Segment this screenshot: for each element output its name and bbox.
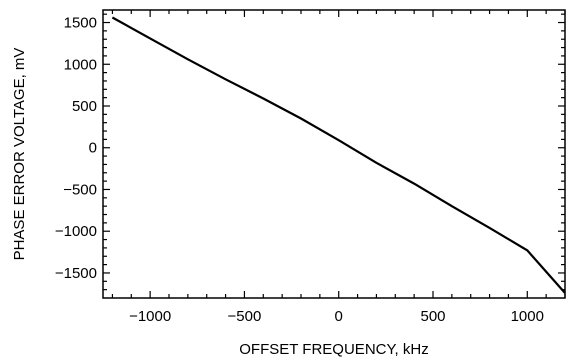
y-axis-label: PHASE ERROR VOLTAGE, mV	[11, 48, 28, 261]
series-line	[111, 16, 566, 294]
y-tick-label: 1000	[64, 56, 97, 73]
x-tick-label: −500	[228, 308, 262, 325]
ticks	[103, 10, 566, 298]
y-tick-label: 500	[72, 98, 97, 115]
y-tick-label: −1500	[55, 265, 97, 282]
y-tick-label: 0	[89, 140, 97, 157]
x-axis-label: OFFSET FREQUENCY, kHz	[239, 341, 428, 358]
y-tick-label: −1000	[55, 223, 97, 240]
x-tick-label: 0	[335, 308, 343, 325]
plot-frame	[102, 9, 566, 299]
x-tick-label: 500	[420, 308, 445, 325]
y-tick-label: 1500	[64, 15, 97, 32]
x-tick-label: 1000	[511, 308, 544, 325]
tick-labels: −1000 −500 0 500 1000 1500 1000 500 0 −500 −1000 −1…	[55, 15, 544, 325]
y-tick-label: −500	[63, 181, 97, 198]
x-tick-label: −1000	[129, 308, 171, 325]
